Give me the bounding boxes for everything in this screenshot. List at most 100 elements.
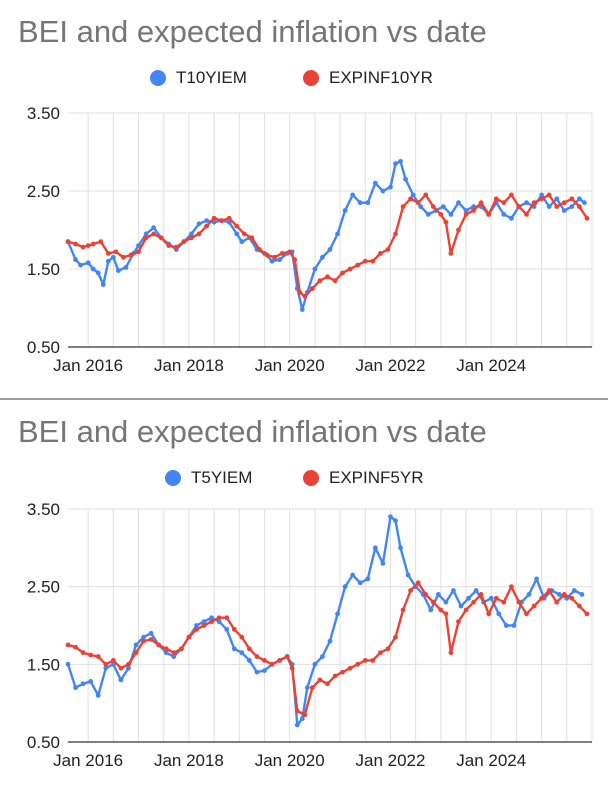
data-point[interactable] — [342, 208, 348, 213]
data-point[interactable] — [148, 630, 154, 636]
data-point[interactable] — [312, 266, 318, 272]
data-point[interactable] — [224, 615, 230, 621]
data-point[interactable] — [471, 208, 476, 213]
legend-item-series-1[interactable]: T10YIEM — [150, 66, 247, 90]
data-point[interactable] — [141, 634, 146, 640]
data-point[interactable] — [136, 243, 141, 249]
data-point[interactable] — [561, 200, 567, 206]
data-point[interactable] — [226, 215, 232, 221]
data-point[interactable] — [95, 654, 101, 659]
data-point[interactable] — [493, 595, 499, 601]
data-point[interactable] — [234, 231, 240, 237]
data-point[interactable] — [312, 661, 318, 667]
data-point[interactable] — [272, 254, 277, 260]
data-point[interactable] — [299, 307, 305, 312]
data-point[interactable] — [539, 595, 545, 601]
data-point[interactable] — [380, 188, 386, 194]
data-point[interactable] — [357, 200, 363, 206]
data-point[interactable] — [443, 599, 449, 605]
data-point[interactable] — [123, 265, 129, 270]
data-point[interactable] — [201, 619, 207, 625]
data-point[interactable] — [456, 200, 461, 206]
data-point[interactable] — [451, 588, 456, 593]
data-point[interactable] — [219, 218, 225, 224]
data-point[interactable] — [299, 716, 305, 722]
data-point[interactable] — [365, 576, 371, 582]
data-point[interactable] — [90, 241, 96, 247]
data-point[interactable] — [584, 215, 590, 221]
data-point[interactable] — [178, 646, 184, 652]
data-point[interactable] — [577, 204, 582, 210]
data-point[interactable] — [463, 208, 469, 213]
data-point[interactable] — [423, 592, 429, 597]
data-point[interactable] — [438, 607, 444, 613]
data-point[interactable] — [554, 204, 560, 210]
data-point[interactable] — [98, 239, 104, 245]
data-point[interactable] — [194, 623, 199, 628]
data-point[interactable] — [90, 266, 96, 272]
data-point[interactable] — [85, 260, 91, 266]
data-point[interactable] — [342, 584, 348, 590]
data-point[interactable] — [304, 685, 310, 691]
data-point[interactable] — [362, 658, 368, 663]
data-point[interactable] — [113, 249, 119, 255]
data-point[interactable] — [531, 603, 537, 609]
data-point[interactable] — [398, 545, 403, 551]
data-point[interactable] — [448, 251, 454, 256]
data-point[interactable] — [209, 615, 214, 621]
data-point[interactable] — [516, 599, 522, 605]
data-point[interactable] — [88, 679, 94, 684]
data-point[interactable] — [554, 196, 560, 202]
data-point[interactable] — [156, 642, 162, 648]
data-point[interactable] — [239, 634, 245, 640]
data-point[interactable] — [264, 252, 270, 258]
data-point[interactable] — [65, 661, 71, 667]
data-point[interactable] — [347, 266, 353, 272]
data-point[interactable] — [287, 249, 293, 255]
data-point[interactable] — [166, 243, 172, 249]
data-point[interactable] — [501, 599, 507, 605]
data-point[interactable] — [443, 219, 449, 225]
data-point[interactable] — [309, 685, 315, 691]
data-point[interactable] — [325, 274, 330, 280]
data-point[interactable] — [577, 196, 582, 202]
data-point[interactable] — [148, 637, 154, 642]
data-point[interactable] — [231, 626, 237, 632]
data-point[interactable] — [65, 239, 71, 245]
data-point[interactable] — [493, 196, 499, 202]
data-point[interactable] — [561, 592, 567, 597]
data-point[interactable] — [110, 658, 116, 663]
data-point[interactable] — [294, 722, 300, 728]
data-point[interactable] — [526, 592, 532, 597]
data-point[interactable] — [284, 654, 290, 659]
data-point[interactable] — [496, 611, 502, 617]
data-point[interactable] — [277, 658, 283, 663]
data-point[interactable] — [423, 192, 429, 198]
data-point[interactable] — [418, 204, 424, 210]
data-point[interactable] — [73, 241, 78, 247]
data-point[interactable] — [151, 231, 157, 237]
data-point[interactable] — [289, 665, 295, 671]
legend-item-series-1[interactable]: T5YIEM — [165, 466, 252, 490]
series-line-EXPINF10YR[interactable] — [67, 193, 589, 298]
data-point[interactable] — [241, 231, 247, 237]
data-point[interactable] — [438, 212, 444, 217]
data-point[interactable] — [531, 200, 537, 206]
data-point[interactable] — [335, 231, 340, 237]
data-point[interactable] — [100, 282, 106, 287]
data-point[interactable] — [325, 681, 330, 687]
data-point[interactable] — [430, 204, 436, 210]
data-point[interactable] — [486, 212, 492, 217]
data-point[interactable] — [78, 262, 83, 268]
data-point[interactable] — [584, 611, 590, 617]
legend-item-series-2[interactable]: EXPINF10YR — [303, 66, 433, 90]
data-point[interactable] — [209, 619, 214, 625]
data-point[interactable] — [400, 204, 406, 210]
data-point[interactable] — [196, 231, 202, 237]
data-point[interactable] — [448, 650, 454, 656]
data-point[interactable] — [571, 588, 577, 593]
data-point[interactable] — [579, 592, 585, 597]
data-point[interactable] — [440, 204, 446, 210]
data-point[interactable] — [435, 592, 441, 597]
data-point[interactable] — [355, 262, 361, 268]
